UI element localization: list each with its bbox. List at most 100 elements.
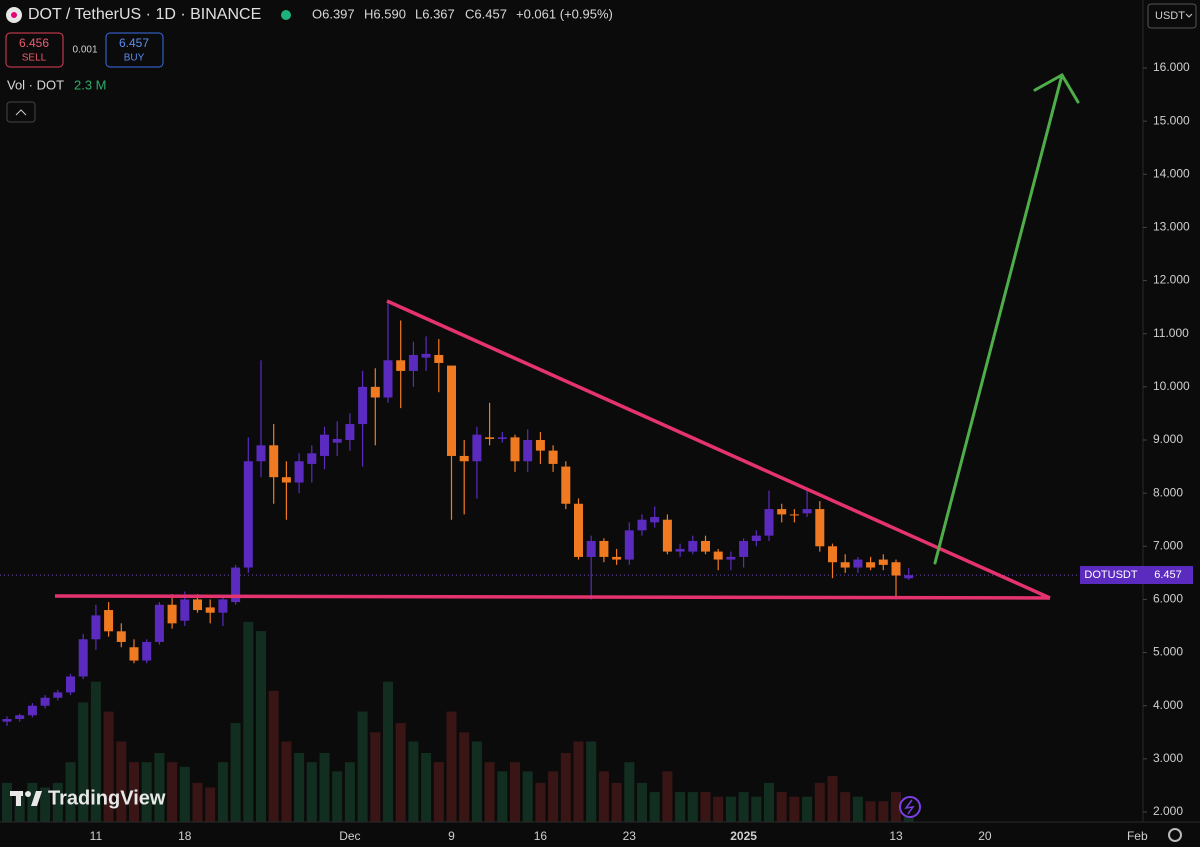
candle-body (142, 641, 152, 661)
candle-body (523, 440, 533, 462)
candle-layer (2, 301, 914, 726)
volume-bar (687, 792, 698, 822)
volume-value: 2.3 M (74, 77, 107, 92)
candle-body (358, 386, 368, 425)
volume-bar (129, 762, 139, 822)
logo-mark (10, 791, 42, 806)
candle-body (269, 445, 279, 478)
buy-button[interactable] (105, 32, 164, 68)
candle-body (624, 530, 634, 560)
lightning-button[interactable] (899, 796, 921, 818)
volume-bar (459, 732, 470, 822)
candle-body (15, 715, 25, 719)
candle-body (193, 599, 202, 611)
candle-body (396, 360, 406, 371)
candle-body (231, 567, 241, 603)
volume-bar (268, 690, 279, 822)
candle-body (751, 535, 761, 541)
volume-bar (560, 753, 571, 822)
volume-bar (535, 782, 546, 822)
y-tick-label: 5.000 (1153, 645, 1183, 659)
candle-body (815, 509, 825, 547)
candle-body (777, 509, 787, 515)
candle-body (129, 647, 139, 661)
y-tick-label: 9.000 (1153, 432, 1183, 446)
sell-label: SELL (22, 53, 47, 64)
volume-bar (840, 792, 851, 822)
y-tick-label: 4.000 (1153, 698, 1183, 712)
y-tick-label: 10.000 (1153, 379, 1190, 393)
candle-body (2, 719, 12, 722)
triangle-lower-line[interactable] (54, 594, 1051, 600)
logo-stem (16, 791, 21, 806)
candle-body (447, 365, 456, 456)
currency-label: USDT (1155, 10, 1185, 22)
volume-bar (40, 787, 51, 822)
volume-bar (852, 796, 863, 822)
volume-bar (357, 711, 368, 822)
volume-bar (865, 801, 876, 822)
symbol-title[interactable]: DOT / TetherUS · 1D · BINANCE (28, 6, 261, 23)
volume-bar (624, 762, 635, 822)
candle-body (497, 437, 507, 439)
logo-slash (31, 791, 42, 806)
open-value: O6.397 (312, 6, 355, 21)
candle-body (828, 546, 837, 563)
candle-body (205, 607, 215, 613)
price-tag-value: 6.457 (1154, 569, 1182, 581)
candle-body (612, 556, 622, 560)
volume-bar (713, 796, 724, 822)
volume-bar (827, 776, 838, 822)
price-tag-symbol-box (1080, 566, 1143, 584)
candle-body (548, 450, 558, 464)
candle-body (891, 562, 901, 576)
x-tick-label: Dec (339, 829, 360, 843)
candle-body (561, 466, 571, 504)
volume-bar (471, 741, 482, 822)
candle-body (383, 360, 393, 398)
target-arrow[interactable] (933, 72, 1080, 565)
candle-body (713, 551, 723, 560)
volume-bar (294, 753, 305, 822)
volume-bar (65, 762, 76, 822)
candle-body (434, 354, 444, 363)
y-tick-label: 13.000 (1153, 220, 1190, 234)
sell-button[interactable] (5, 32, 64, 68)
y-tick-label: 15.000 (1153, 113, 1190, 127)
collapse-button[interactable] (6, 101, 36, 123)
price-tag-box (1143, 566, 1193, 584)
candle-body (180, 599, 190, 621)
price-axis-panel (1143, 0, 1200, 847)
y-tick-label: 16.000 (1153, 60, 1190, 74)
settings-button[interactable] (1168, 828, 1182, 842)
volume-bar (738, 792, 749, 822)
candle-body (294, 461, 304, 483)
volume-bar (510, 762, 520, 822)
currency-selector[interactable] (1147, 3, 1197, 29)
candle-body (535, 440, 545, 451)
volume-bar (154, 753, 165, 822)
high-value: H6.590 (364, 6, 406, 21)
volume-label: Vol · DOT (7, 77, 64, 92)
y-tick-label: 11.000 (1153, 326, 1189, 340)
market-status (281, 10, 291, 20)
candle-body (307, 453, 317, 464)
volume-bar (903, 816, 914, 822)
volume-bar (637, 782, 647, 822)
volume-bar (776, 792, 787, 822)
volume-bar (751, 796, 762, 822)
y-tick-label: 3.000 (1153, 751, 1183, 765)
candle-body (459, 455, 469, 462)
candle-body (904, 575, 914, 579)
candle-body (218, 599, 228, 613)
volume-bar (586, 741, 597, 822)
candle-body (789, 514, 799, 516)
volume-bar (179, 766, 190, 822)
candle-body (866, 562, 876, 568)
candle-body (320, 434, 329, 456)
spread: 0.001 (72, 45, 97, 56)
volume-bar (573, 741, 584, 822)
volume-bar (217, 762, 228, 822)
volume-bar (484, 762, 495, 822)
